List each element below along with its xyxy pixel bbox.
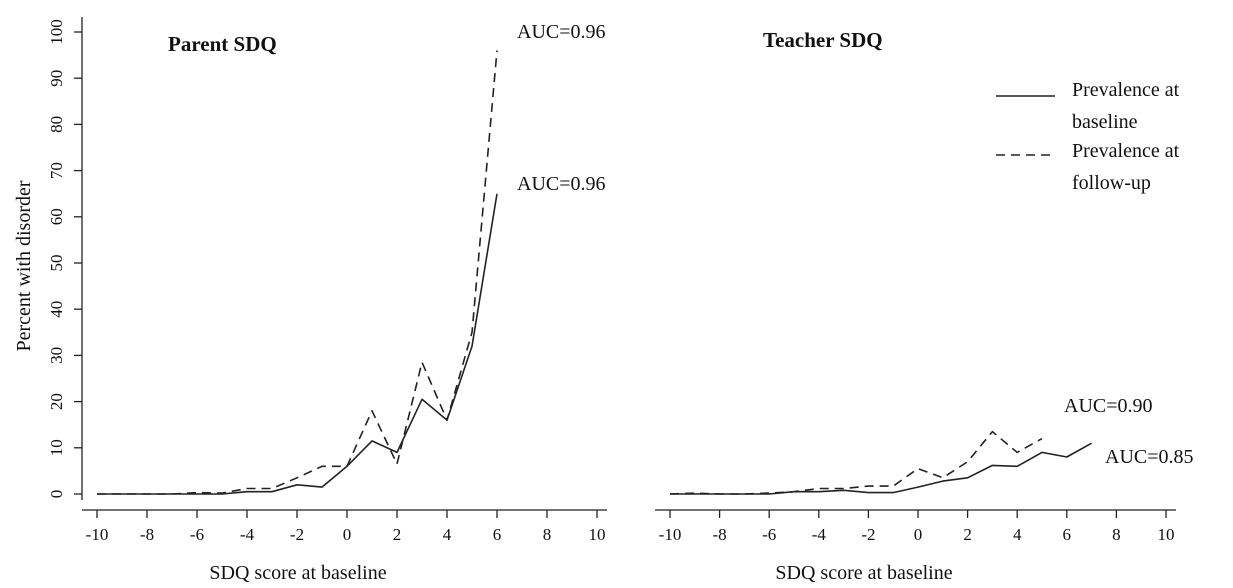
x-tick-label: 2 xyxy=(963,525,972,544)
x-tick-label: 10 xyxy=(1158,525,1175,544)
x-tick-label: -2 xyxy=(290,525,304,544)
x-tick-label: -6 xyxy=(190,525,204,544)
y-tick-label: 30 xyxy=(47,347,66,364)
x-tick-label: 2 xyxy=(393,525,402,544)
y-tick-label: 40 xyxy=(47,301,66,318)
y-tick-label: 0 xyxy=(47,490,66,499)
x-tick-label: 6 xyxy=(493,525,502,544)
x-tick-label: 0 xyxy=(343,525,352,544)
legend-followup-line1: Prevalence at xyxy=(1072,140,1180,162)
x-tick-label: 4 xyxy=(443,525,452,544)
x-tick-label: -4 xyxy=(240,525,255,544)
legend-baseline-line1: Prevalence at xyxy=(1072,79,1180,101)
x-tick-label: -10 xyxy=(659,525,682,544)
x-tick-label: 8 xyxy=(543,525,552,544)
series-line-teacher-dashed xyxy=(669,430,1043,495)
auc-annotation-teacher-dashed: AUC=0.90 xyxy=(1064,395,1153,417)
series-line-teacher-solid xyxy=(670,442,1092,495)
x-tick-label: -6 xyxy=(762,525,776,544)
x-tick-label: 8 xyxy=(1112,525,1121,544)
x-tick-label: -8 xyxy=(140,525,154,544)
auc-annotation-parent-solid: AUC=0.96 xyxy=(517,173,606,195)
y-tick-label: 10 xyxy=(47,439,66,456)
teacher-sdq-panel: Teacher SDQ SDQ score at baseline -10 -8 -… xyxy=(655,28,1176,584)
y-tick-label: 20 xyxy=(47,393,66,410)
y-tick-label: 90 xyxy=(47,70,66,87)
auc-annotation-parent-dashed: AUC=0.96 xyxy=(517,21,606,43)
panel-title-parent: Parent SDQ xyxy=(168,32,277,56)
x-tick-label: 6 xyxy=(1063,525,1072,544)
x-tick-label: 4 xyxy=(1013,525,1022,544)
y-axis-label: Percent with disorder xyxy=(13,180,35,351)
y-tick-label: 80 xyxy=(47,116,66,133)
legend-baseline-line2: baseline xyxy=(1072,111,1138,133)
x-tick-label: 10 xyxy=(589,525,606,544)
auc-annotation-teacher-solid: AUC=0.85 xyxy=(1105,446,1194,468)
legend: Prevalence at baseline Prevalence at fol… xyxy=(996,79,1180,194)
y-tick-label: 70 xyxy=(47,162,66,179)
series-line-parent-dashed xyxy=(97,50,498,495)
panel-title-teacher: Teacher SDQ xyxy=(763,28,883,52)
parent-sdq-panel: Parent SDQ SDQ score at baseline -10 -8 -6… xyxy=(47,17,607,584)
x-axis-label-teacher: SDQ score at baseline xyxy=(775,562,952,584)
y-tick-label: 100 xyxy=(47,19,66,45)
y-tick-label: 60 xyxy=(47,208,66,225)
x-tick-label: -10 xyxy=(86,525,109,544)
x-tick-label: -8 xyxy=(713,525,727,544)
series-line-parent-solid xyxy=(97,193,498,495)
legend-followup-line2: follow-up xyxy=(1072,172,1151,194)
x-tick-label: -2 xyxy=(861,525,875,544)
y-tick-label: 50 xyxy=(47,255,66,272)
x-tick-label: 0 xyxy=(914,525,923,544)
x-tick-label: -4 xyxy=(812,525,827,544)
x-axis-label-parent: SDQ score at baseline xyxy=(209,562,386,584)
